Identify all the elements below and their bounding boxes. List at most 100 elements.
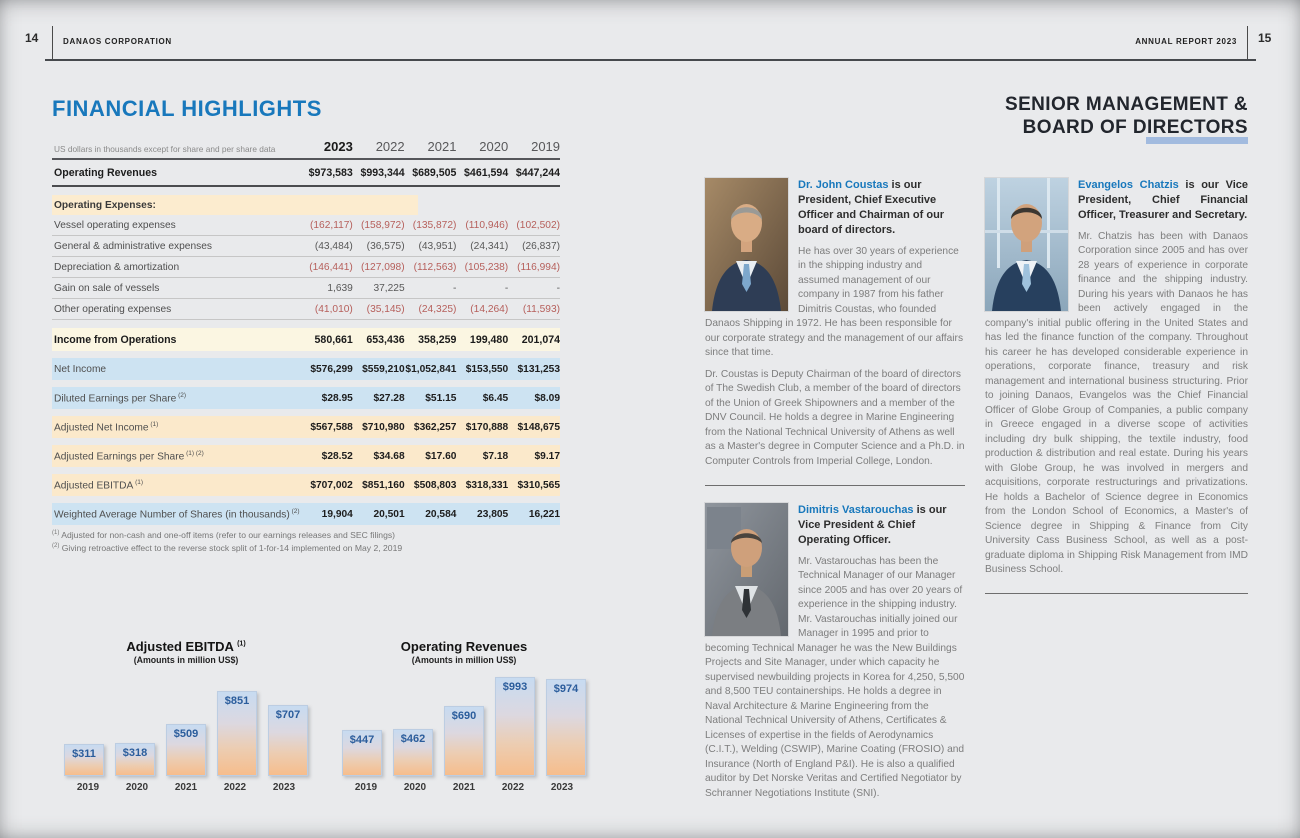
- row-value: $1,052,841: [405, 363, 457, 375]
- row-value: (112,563): [413, 261, 457, 273]
- table-header-row: US dollars in thousands except for share…: [52, 139, 560, 160]
- table-row: Weighted Average Number of Shares (in th…: [52, 503, 560, 525]
- row-label: Adjusted Net Income (1): [54, 420, 159, 434]
- chart-adjusted-ebitda: Adjusted EBITDA (1) (Amounts in million …: [60, 639, 312, 793]
- bar-year-label: 2019: [354, 782, 378, 793]
- bar-2023: $707: [268, 705, 308, 776]
- bio-body: Mr. Vastarouchas has been the Technical …: [705, 555, 965, 799]
- bar-value-label: $993: [502, 681, 528, 693]
- chart-subtitle: (Amounts in million US$): [133, 655, 239, 665]
- bar-value-label: $447: [349, 734, 375, 746]
- row-value: 1,639: [327, 282, 353, 294]
- row-value: $318,331: [465, 479, 509, 491]
- bio-evangelos-chatzis: Evangelos Chatzis is our Vice President,…: [985, 176, 1248, 577]
- row-label: Weighted Average Number of Shares (in th…: [54, 507, 300, 521]
- row-value: $851,160: [362, 479, 405, 491]
- table-row: Depreciation & amortization (146,441) (127…: [52, 257, 560, 278]
- bio-heading: Evangelos Chatzis is our Vice President,…: [1078, 179, 1248, 221]
- bar-2020: $318: [115, 743, 155, 776]
- bar-value-label: $462: [400, 733, 426, 745]
- row-label: Diluted Earnings per Share (2): [54, 391, 187, 405]
- row-value: 23,805: [477, 508, 509, 520]
- row-value: (158,972): [361, 219, 405, 231]
- year-column-header: 2021: [427, 139, 457, 154]
- chart-title: Adjusted EBITDA (1): [126, 639, 246, 654]
- bio-name: Evangelos Chatzis: [1078, 179, 1179, 191]
- table-row: Operating Revenues $973,583 $993,344 $689,5…: [52, 160, 560, 187]
- bar-year-label: 2022: [501, 782, 525, 793]
- table-row: Net Income $576,299 $559,210 $1,052,841 $153…: [52, 358, 560, 380]
- row-value: (127,098): [361, 261, 405, 273]
- footnote-1: (1) Adjusted for non-cash and one-off it…: [52, 530, 396, 540]
- bio-john-coustas: Dr. John Coustas is our President, Chief…: [705, 176, 965, 469]
- bio-body: Mr. Chatzis has been with Danaos Corpora…: [985, 230, 1248, 575]
- bar-2022: $851: [217, 691, 257, 776]
- report-label: ANNUAL REPORT 2023: [1135, 37, 1237, 46]
- row-label: General & administrative expenses: [54, 240, 212, 252]
- bar-2021: $509: [166, 724, 206, 776]
- row-value: -: [556, 282, 561, 294]
- person-portrait-icon: [705, 503, 788, 637]
- bar-2020: $462: [393, 729, 433, 776]
- bar-year-label: 2020: [125, 782, 149, 793]
- row-label: Adjusted Earnings per Share (1) (2): [54, 449, 204, 463]
- bio-dimitris-vastarouchas: Dimitris Vastarouchas is our Vice Presid…: [705, 501, 965, 801]
- bar-value-label: $311: [72, 748, 96, 760]
- row-value: 580,661: [314, 333, 353, 346]
- row-value: -: [504, 282, 509, 294]
- bio-heading: Dr. John Coustas is our President, Chief…: [798, 179, 945, 236]
- row-label: Depreciation & amortization: [54, 261, 180, 273]
- row-value: $7.18: [482, 450, 509, 462]
- row-value: (43,951): [418, 240, 457, 252]
- portrait-photo-evangelos-chatzis: [985, 178, 1068, 311]
- bar-year-label: 2022: [223, 782, 247, 793]
- row-value: $310,565: [517, 479, 561, 491]
- bar-year-label: 2021: [452, 782, 476, 793]
- row-value: $993,344: [360, 166, 405, 179]
- row-value: (35,145): [366, 303, 405, 315]
- row-value: $6.45: [482, 392, 509, 404]
- row-value: $131,253: [517, 363, 561, 375]
- table-row: Income from Operations 580,661 653,436 358,…: [52, 328, 560, 351]
- bio-name: Dr. John Coustas: [798, 179, 889, 191]
- person-portrait-icon: [985, 178, 1068, 311]
- row-value: $34.68: [373, 450, 405, 462]
- bar-2019: $447: [342, 730, 382, 776]
- page-number-left: 14: [25, 31, 39, 45]
- table-row: Adjusted Net Income (1) $567,588 $710,980 $…: [52, 416, 560, 438]
- row-value: 358,259: [418, 333, 457, 346]
- bar-value-label: $318: [122, 747, 148, 759]
- year-column-header: 2019: [531, 139, 561, 154]
- table-row: Gain on sale of vessels 1,639 37,225 - - -: [52, 278, 560, 299]
- table-row: Operating Expenses:: [52, 195, 560, 215]
- row-value: (116,994): [517, 261, 561, 273]
- chart-operating-revenues: Operating Revenues (Amounts in million U…: [338, 639, 590, 793]
- row-label: Vessel operating expenses: [54, 219, 176, 231]
- page-title-senior-management: SENIOR MANAGEMENT & BOARD OF DIRECTORS: [1005, 93, 1248, 138]
- row-value: $153,550: [465, 363, 509, 375]
- bar-year-label: 2021: [174, 782, 198, 793]
- bio-divider: [705, 485, 965, 487]
- row-value: $559,210: [362, 363, 405, 375]
- row-value: 20,584: [425, 508, 457, 520]
- row-value: $28.95: [321, 392, 353, 404]
- row-value: $508,803: [413, 479, 457, 491]
- brand-label: DANAOS CORPORATION: [63, 37, 172, 46]
- bar-2022: $993: [495, 677, 535, 776]
- table-row: Vessel operating expenses (162,117) (158,9…: [52, 215, 560, 236]
- table-row: Other operating expenses (41,010) (35,145)…: [52, 299, 560, 320]
- table-row: Adjusted Earnings per Share (1) (2) $28.5…: [52, 445, 560, 467]
- row-label: Other operating expenses: [54, 303, 172, 315]
- header-rule: [45, 59, 1256, 61]
- row-value: (24,325): [418, 303, 457, 315]
- row-value: $567,588: [310, 421, 353, 433]
- row-label: Operating Expenses:: [54, 199, 156, 211]
- portrait-photo-john-coustas: [705, 178, 788, 311]
- row-value: $973,583: [308, 166, 353, 179]
- bar-year-label: 2019: [76, 782, 100, 793]
- row-value: 16,221: [528, 508, 561, 520]
- bar-value-label: $509: [173, 728, 199, 740]
- bar-value-label: $974: [553, 683, 579, 695]
- table-units-note: US dollars in thousands except for share…: [54, 144, 276, 154]
- row-value: $17.60: [425, 450, 457, 462]
